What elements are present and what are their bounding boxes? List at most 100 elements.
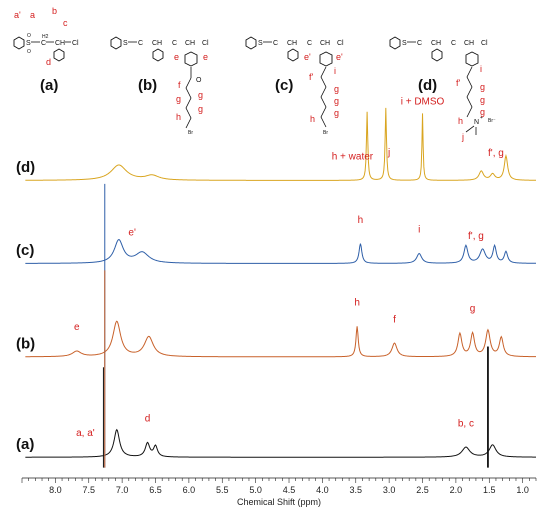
trace-label-c: (c)	[16, 242, 34, 259]
x-tick-label: 5.5	[216, 485, 229, 495]
trace-label-b: (b)	[16, 336, 35, 353]
bond-d-me1	[465, 125, 475, 133]
bond-d-chain	[466, 66, 473, 118]
pos-g1-d: g	[480, 82, 485, 92]
peak-label: a, a'	[76, 428, 95, 439]
benzene-ring-c3	[319, 51, 333, 67]
peak-label: g	[470, 304, 476, 315]
structure-label-d: (d)	[418, 77, 437, 94]
structure-label-b: (b)	[138, 77, 157, 94]
peak-annotations: h + water j i + DMSO f', g e' h i f', g e h f g a, a…	[74, 96, 504, 439]
pos-h-d: h	[458, 116, 463, 126]
pos-h-c: h	[310, 114, 315, 124]
x-tick-label: 4.5	[283, 485, 296, 495]
structure-d: S C CH C CH Cl N + Br⁻ i f' g g g h j (d…	[389, 36, 496, 142]
pos-e2-b: e	[203, 52, 208, 62]
x-tick-label: 7.0	[116, 485, 129, 495]
trace-label-a: (a)	[16, 436, 34, 453]
bond-b-chain2	[185, 77, 192, 129]
pos-i-c: i	[334, 66, 336, 76]
peak-label: f', g	[488, 148, 504, 159]
pos-d: d	[46, 57, 51, 67]
atom-cl-c: Cl	[337, 40, 344, 47]
benzene-ring-c2	[287, 48, 299, 62]
x-tick-label: 8.0	[49, 485, 62, 495]
x-tick-label: 3.5	[350, 485, 363, 495]
peak-label: e'	[128, 227, 136, 238]
atom-cl-b: Cl	[202, 40, 209, 47]
pos-f-d: f'	[456, 78, 461, 88]
structure-a: S O O C H2 CH Cl a' a b c d (a)	[13, 6, 79, 94]
structure-label-a: (a)	[40, 77, 58, 94]
pos-c: c	[63, 18, 68, 28]
structure-label-c: (c)	[275, 77, 293, 94]
pos-g1-b: g	[176, 94, 181, 104]
pos-g2-c: g	[334, 96, 339, 106]
x-axis: 8.0 7.5 7.0 6.5 6.0 5.5 5.0 4.5 4.0 3.5 3.0 2.5 2.0 1…	[21, 477, 537, 507]
pos-e2-c: e'	[336, 52, 343, 62]
chemical-structures: S O O C H2 CH Cl a' a b c d (a) S C CH C	[13, 6, 496, 142]
atom-c-c: C	[273, 40, 278, 47]
atom-o2-a: O	[27, 49, 31, 55]
benzene-ring-b2	[152, 48, 164, 62]
x-tick-label: 1.5	[483, 485, 496, 495]
atom-c2-b: C	[172, 40, 177, 47]
atom-c-d: C	[417, 40, 422, 47]
atom-plus-d: +	[480, 115, 483, 121]
atom-o1-a: O	[27, 33, 31, 39]
peak-label: f	[393, 314, 396, 325]
peak-label: i + DMSO	[401, 96, 445, 107]
peak-label: h	[354, 298, 360, 309]
x-tick-label: 3.0	[383, 485, 396, 495]
atom-ch-a: CH	[55, 40, 65, 47]
peak-label: b, c	[458, 418, 474, 429]
benzene-ring-d1	[389, 36, 401, 50]
x-tick-label: 6.0	[183, 485, 196, 495]
atom-ch-c2: CH	[320, 40, 330, 47]
peak-label: f', g	[468, 231, 484, 242]
x-tick-label: 1.0	[516, 485, 529, 495]
atom-h2-a: H2	[42, 34, 49, 40]
benzene-ring-b1	[110, 36, 122, 50]
structure-b: S C CH C CH Cl O Br e e f g g g h (b)	[110, 36, 209, 136]
atom-o-b: O	[196, 77, 202, 84]
pos-f-b: f	[178, 80, 181, 90]
x-tick-label: 5.0	[249, 485, 262, 495]
peak-label: d	[145, 414, 151, 425]
pos-g2-d: g	[480, 95, 485, 105]
peak-label: h + water	[332, 151, 374, 162]
x-tick-label: 4.0	[316, 485, 329, 495]
peak-label: i	[418, 225, 420, 236]
peak-label: e	[74, 322, 80, 333]
pos-g3-d: g	[480, 107, 485, 117]
atom-br-c: Br	[323, 130, 328, 136]
atom-s-c: S	[258, 40, 263, 47]
peak-label: h	[358, 215, 364, 226]
structure-c: S C CH C CH Cl Br e' e' i f' g g g h (c)	[245, 36, 344, 136]
benzene-ring-d2	[431, 48, 443, 62]
pos-g2-b: g	[198, 90, 203, 100]
x-tick-label: 2.0	[450, 485, 463, 495]
benzene-ring-c1	[245, 36, 257, 50]
benzene-ring-d3	[465, 51, 479, 67]
pos-i-d: i	[480, 64, 482, 74]
atom-br-d: Br⁻	[488, 118, 496, 124]
atom-s-d: S	[402, 40, 407, 47]
atom-br-b: Br	[188, 130, 193, 136]
atom-c-b: C	[138, 40, 143, 47]
benzene-ring-b3	[184, 51, 198, 67]
x-tick-label: 2.5	[416, 485, 429, 495]
spectra-plot	[25, 107, 537, 468]
spectrum-line-a	[25, 428, 536, 458]
pos-g3-b: g	[198, 104, 203, 114]
benzene-ring-a2	[53, 48, 65, 62]
spectrum-line-d	[25, 107, 536, 181]
atom-ch-b1: CH	[152, 40, 162, 47]
atom-ch-b2: CH	[185, 40, 195, 47]
trace-labels: (d) (c) (b) (a)	[16, 159, 35, 453]
pos-e1-c: e'	[304, 52, 311, 62]
pos-g1-c: g	[334, 84, 339, 94]
pos-f-c: f'	[309, 72, 314, 82]
atom-ch-c1: CH	[287, 40, 297, 47]
